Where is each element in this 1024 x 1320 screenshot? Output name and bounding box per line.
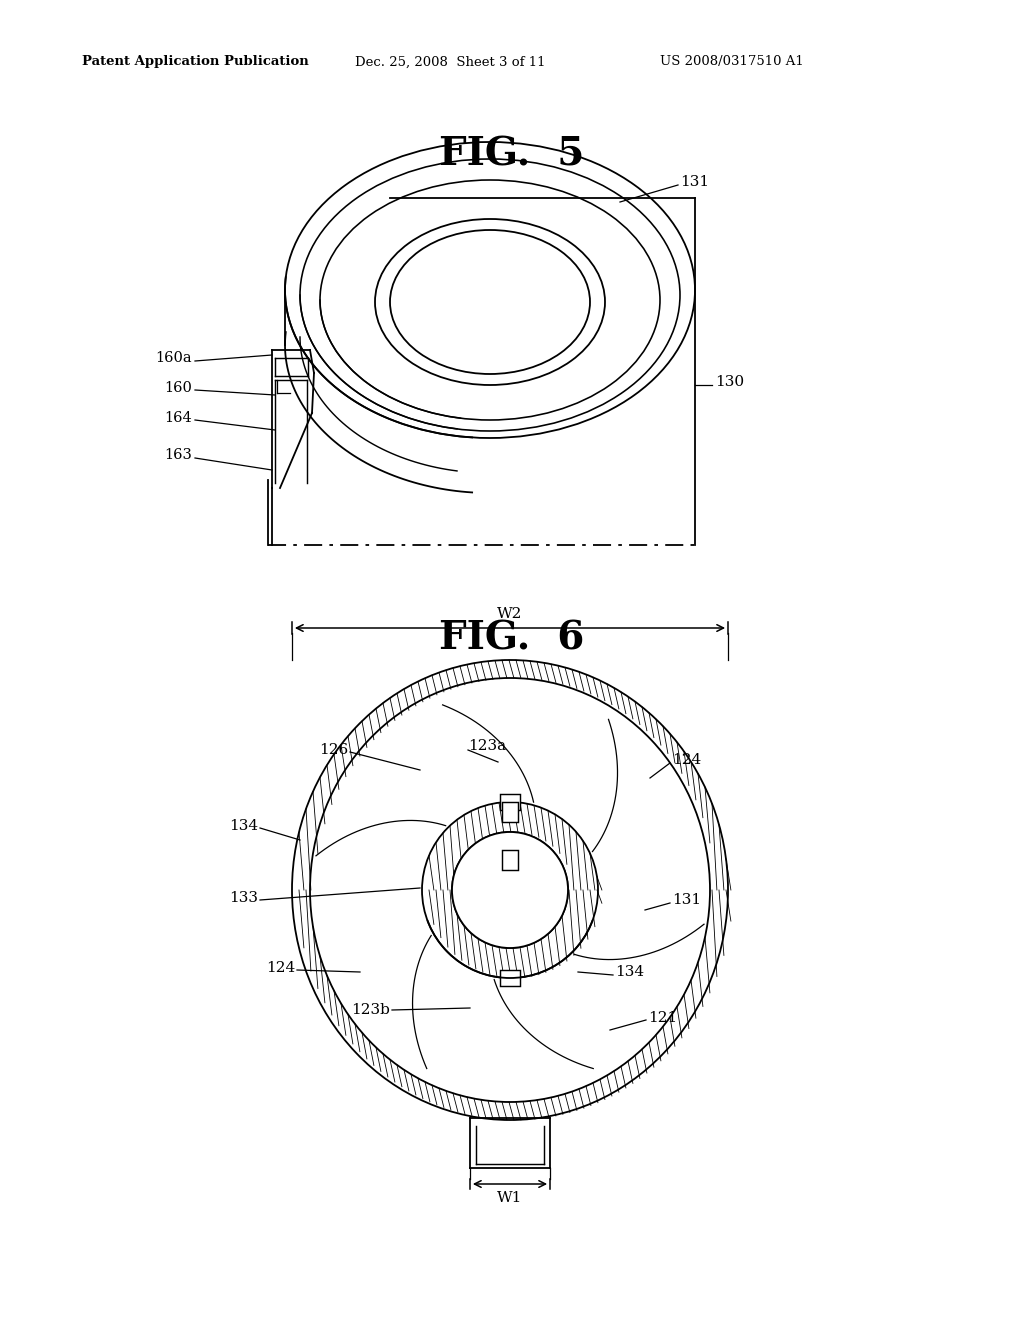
- Text: FIG.  5: FIG. 5: [439, 136, 585, 174]
- Text: 130: 130: [715, 375, 744, 389]
- Text: 160: 160: [164, 381, 193, 395]
- Text: 123a: 123a: [468, 739, 506, 752]
- Bar: [500, 795, 520, 810]
- Text: Dec. 25, 2008  Sheet 3 of 11: Dec. 25, 2008 Sheet 3 of 11: [355, 55, 546, 69]
- Text: FIG.  6: FIG. 6: [439, 619, 585, 657]
- Text: 126: 126: [318, 743, 348, 756]
- Text: 123b: 123b: [351, 1003, 390, 1016]
- Ellipse shape: [422, 803, 598, 978]
- Bar: [502, 850, 518, 870]
- Ellipse shape: [310, 678, 710, 1102]
- Text: W1: W1: [498, 1191, 522, 1205]
- Ellipse shape: [292, 660, 728, 1119]
- Text: 164: 164: [164, 411, 193, 425]
- Text: 121: 121: [648, 1011, 677, 1026]
- Text: 163: 163: [164, 447, 193, 462]
- Text: 124: 124: [266, 961, 295, 975]
- Ellipse shape: [452, 832, 568, 948]
- Text: US 2008/0317510 A1: US 2008/0317510 A1: [660, 55, 804, 69]
- Text: 134: 134: [229, 818, 258, 833]
- Text: 124: 124: [672, 752, 701, 767]
- Text: 131: 131: [680, 176, 710, 189]
- Text: 133: 133: [229, 891, 258, 906]
- Text: 134: 134: [615, 965, 644, 979]
- Ellipse shape: [452, 832, 568, 948]
- Text: W2: W2: [498, 607, 522, 620]
- Text: 160a: 160a: [156, 351, 193, 366]
- Bar: [502, 803, 518, 822]
- Text: 131: 131: [672, 894, 701, 907]
- Bar: [500, 970, 520, 986]
- Text: Patent Application Publication: Patent Application Publication: [82, 55, 309, 69]
